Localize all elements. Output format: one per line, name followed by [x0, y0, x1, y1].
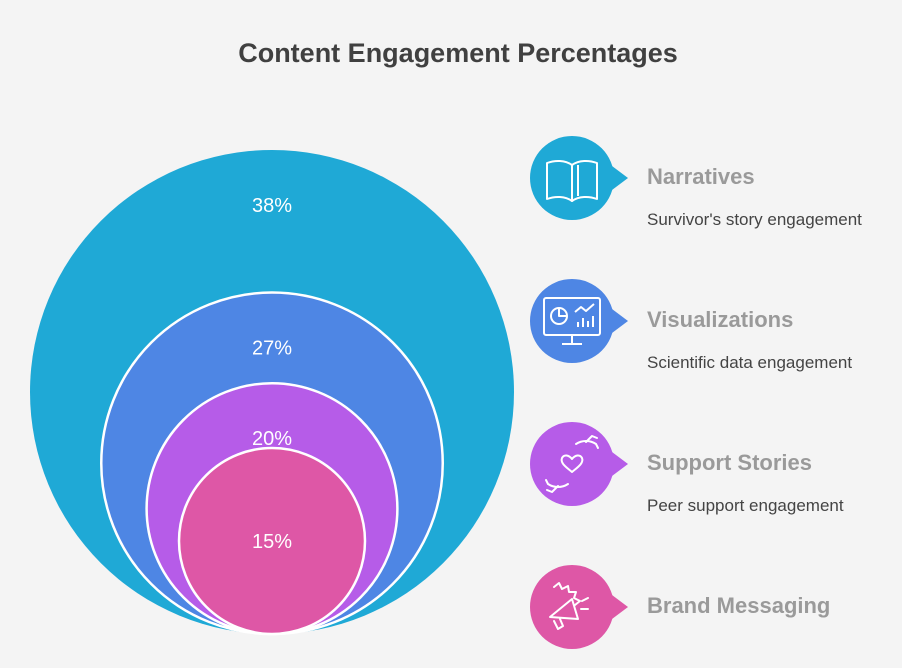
legend-badge-narratives — [530, 136, 628, 220]
value-label: 27% — [252, 338, 292, 360]
legend-item-support-stories: Support Stories Peer support engagement — [530, 422, 902, 515]
legend-item-narratives: Narratives Survivor's story engagement — [530, 136, 902, 229]
value-label: 38% — [252, 195, 292, 217]
legend-title: Narratives — [647, 164, 755, 189]
legend-title: Brand Messaging — [647, 593, 831, 618]
open-book-icon — [546, 159, 598, 202]
legend-badge-brand-messaging — [530, 565, 628, 649]
legend-title: Support Stories — [647, 450, 813, 475]
hands-heart-icon — [545, 435, 599, 493]
legend-description: Survivor's story engagement — [647, 210, 862, 229]
value-label: 20% — [252, 428, 292, 450]
legend-description: Peer support engagement — [647, 496, 844, 515]
circle-brand-messaging — [177, 446, 367, 636]
legend-badge-visualizations — [530, 279, 628, 363]
legend-title: Visualizations — [647, 307, 794, 332]
monitor-chart-icon — [543, 297, 601, 345]
legend-badge-support-stories — [530, 422, 628, 506]
legend-item-brand-messaging: Brand Messaging — [530, 565, 902, 649]
nested-circle-chart: 38% 27% 20% 15% — [30, 150, 514, 636]
legend-item-visualizations: Visualizations Scientific data engagemen… — [530, 279, 902, 372]
megaphone-icon — [549, 582, 589, 630]
legend-description: Scientific data engagement — [647, 353, 853, 372]
chart-title: Content Engagement Percentages — [238, 38, 678, 68]
value-label: 15% — [252, 531, 292, 553]
